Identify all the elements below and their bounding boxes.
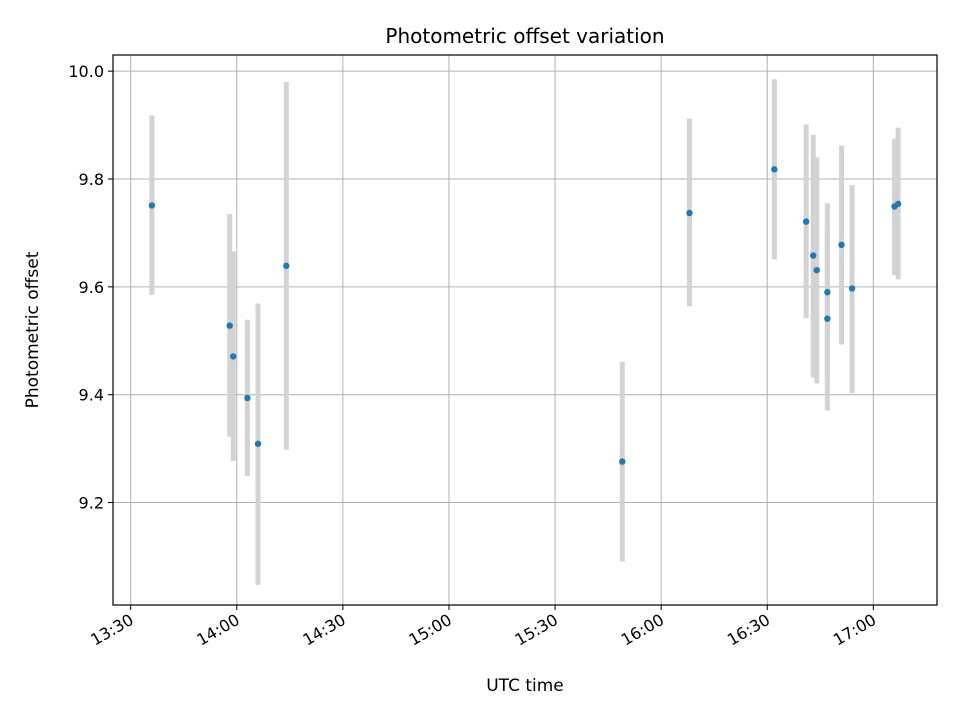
- data-point: [894, 200, 902, 208]
- data-point: [802, 218, 810, 225]
- data-point: [848, 285, 856, 292]
- y-tick-label: 9.8: [79, 170, 104, 189]
- chart-title: Photometric offset variation: [385, 24, 664, 48]
- data-point: [226, 322, 233, 329]
- data-point: [824, 315, 831, 322]
- data-point: [283, 262, 290, 270]
- data-point: [619, 458, 626, 465]
- x-axis-label: UTC time: [486, 676, 564, 696]
- y-tick-label: 9.4: [79, 386, 104, 405]
- data-point: [838, 241, 845, 249]
- point-layer: [148, 166, 902, 465]
- y-tick-label: 9.6: [79, 278, 104, 297]
- data-point: [810, 252, 817, 259]
- data-point: [244, 394, 251, 402]
- data-point: [254, 440, 262, 447]
- y-axis-label: Photometric offset: [23, 251, 43, 408]
- data-point: [230, 353, 237, 360]
- y-axis-ticks: 9.2 9.4 9.6 9.8 10.0: [68, 62, 113, 513]
- plot-frame: [112, 54, 938, 606]
- grid-layer: [113, 55, 937, 605]
- data-point: [686, 209, 693, 217]
- y-tick-label: 9.2: [79, 494, 104, 513]
- data-point: [824, 289, 831, 296]
- data-point: [813, 266, 820, 274]
- y-tick-label: 10.0: [68, 62, 104, 81]
- data-point: [771, 166, 778, 173]
- data-point: [148, 202, 156, 209]
